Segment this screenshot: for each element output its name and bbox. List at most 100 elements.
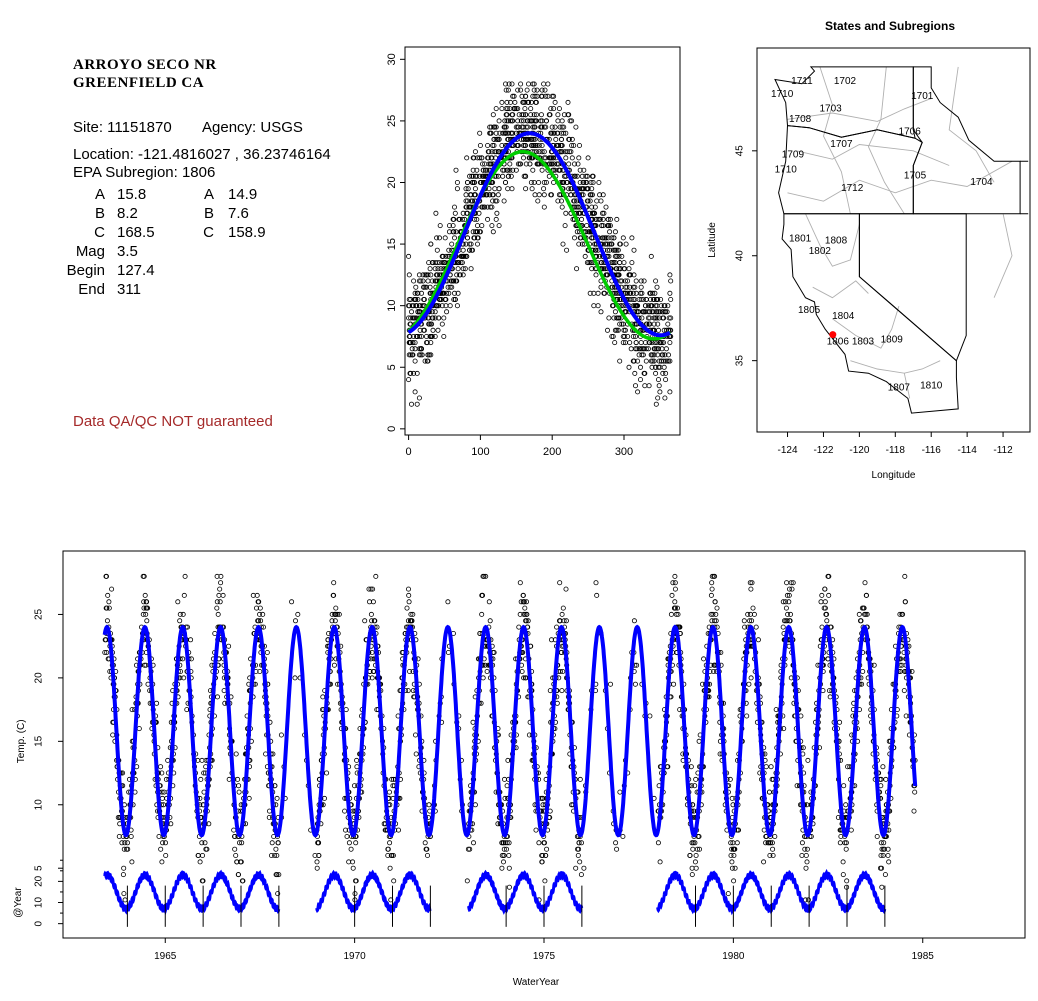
data-point (608, 681, 614, 687)
data-point (824, 618, 830, 624)
data-point (649, 303, 655, 309)
data-point (781, 726, 787, 732)
data-point (653, 364, 659, 370)
subregion-line (819, 66, 851, 214)
data-point (665, 764, 671, 770)
data-point (663, 370, 669, 376)
data-point (406, 377, 412, 383)
data-point (160, 840, 166, 846)
region-label: 1808 (825, 236, 848, 247)
data-point (459, 216, 465, 222)
data-point (177, 611, 183, 617)
data-point (266, 814, 272, 820)
data-point (429, 333, 435, 339)
data-point (406, 296, 412, 302)
data-point (391, 878, 397, 884)
data-point (482, 167, 488, 173)
data-point (404, 605, 410, 611)
data-point (612, 309, 618, 315)
data-point (708, 592, 714, 598)
data-point (614, 253, 620, 259)
data-point (477, 143, 483, 149)
data-point (580, 179, 586, 185)
data-point (180, 611, 186, 617)
data-point (502, 179, 508, 185)
data-point (413, 303, 419, 309)
data-point (655, 321, 661, 327)
data-point (502, 118, 508, 124)
data-point (182, 573, 188, 579)
stat-label: B (94, 205, 105, 222)
data-point (420, 278, 426, 284)
data-point (545, 81, 551, 87)
data-point (506, 852, 512, 858)
data-point (650, 309, 656, 315)
data-point (428, 340, 434, 346)
data-point (468, 241, 474, 247)
data-point (863, 611, 869, 617)
data-point (551, 93, 557, 99)
data-point (647, 713, 653, 719)
data-point (613, 840, 619, 846)
data-point (353, 840, 359, 846)
data-point (177, 618, 183, 624)
data-point (660, 309, 666, 315)
data-point (432, 315, 438, 321)
data-point (903, 713, 909, 719)
data-point (626, 266, 632, 272)
data-point (406, 272, 412, 278)
stat-value: 127.4 (117, 262, 155, 279)
data-point (577, 859, 583, 865)
data-point (569, 118, 575, 124)
data-point (593, 580, 599, 586)
data-point (425, 358, 431, 364)
data-point (483, 573, 489, 579)
stat-label-2: B (203, 205, 214, 222)
data-point (542, 878, 548, 884)
x-tick-label: -114 (957, 445, 977, 456)
data-point (525, 99, 531, 105)
data-point (591, 290, 597, 296)
data-point (492, 198, 498, 204)
data-point (418, 278, 424, 284)
data-point (181, 675, 187, 681)
data-point (694, 846, 700, 852)
data-point (490, 229, 496, 235)
data-point (614, 846, 620, 852)
data-point (840, 859, 846, 865)
region-label: 1711 (791, 76, 813, 87)
data-point (619, 253, 625, 259)
data-point (587, 260, 593, 266)
data-point (662, 395, 668, 401)
data-point (527, 155, 533, 161)
data-point (661, 327, 667, 333)
data-point (412, 315, 418, 321)
data-point (800, 745, 806, 751)
data-point (660, 352, 666, 358)
data-point (505, 106, 511, 112)
data-point (483, 192, 489, 198)
data-point (198, 776, 204, 782)
data-point (417, 327, 423, 333)
map-title: States and Subregions (824, 19, 956, 33)
data-point (614, 327, 620, 333)
data-point (258, 618, 264, 624)
data-point (882, 872, 888, 878)
data-point (563, 210, 569, 216)
data-point (109, 586, 115, 592)
data-point (184, 624, 190, 630)
data-point (450, 223, 456, 229)
data-point (561, 130, 567, 136)
data-point (592, 204, 598, 210)
data-point (506, 884, 512, 890)
data-point (612, 229, 618, 235)
data-point (559, 149, 565, 155)
data-point (769, 840, 775, 846)
data-point (627, 272, 633, 278)
region-label: 1702 (834, 76, 857, 87)
data-point (655, 327, 661, 333)
data-point (477, 155, 483, 161)
data-point (589, 260, 595, 266)
data-point (493, 173, 499, 179)
data-point (507, 106, 513, 112)
